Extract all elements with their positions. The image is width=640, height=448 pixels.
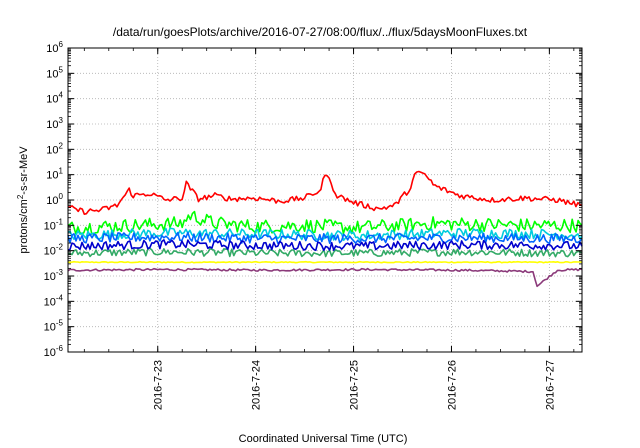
y-tick-base: 10	[44, 322, 56, 334]
y-tick-base: 10	[44, 246, 56, 258]
y-tick-base: 10	[46, 195, 58, 207]
y-tick-label: 10-4	[44, 293, 64, 308]
y-axis-label: protons/cm2-s-sr-MeV	[16, 146, 30, 254]
y-tick-label: 105	[46, 65, 63, 80]
y-tick-base: 10	[44, 347, 56, 359]
series-line	[67, 170, 583, 215]
y-tick-exponent: -6	[56, 344, 64, 353]
y-axis: 10610510410310210110010-110-210-310-410-…	[44, 40, 582, 359]
x-tick-label: 2016-7-25	[349, 360, 361, 410]
y-tick-base: 10	[44, 220, 56, 232]
y-axis-label-rest: -s-sr-MeV	[18, 146, 30, 195]
y-axis-label-base: protons/cm	[18, 199, 30, 253]
series-line	[67, 267, 583, 288]
y-tick-exponent: 0	[59, 192, 64, 201]
series-layer	[67, 170, 583, 288]
y-tick-base: 10	[44, 271, 56, 283]
y-tick-base: 10	[46, 43, 58, 55]
y-axis-label-sup: 2	[16, 194, 25, 199]
series-line	[67, 210, 583, 235]
y-tick-exponent: 1	[59, 167, 64, 176]
y-tick-exponent: 3	[59, 116, 64, 125]
x-tick-label: 2016-7-26	[446, 360, 458, 410]
x-tick-label: 2016-7-24	[251, 360, 263, 410]
y-tick-exponent: 5	[59, 65, 64, 74]
y-tick-base: 10	[46, 144, 58, 156]
x-axis: 2016-7-23 2016-7-24 2016-7-25 2016-7-26 2016…	[83, 48, 575, 410]
y-tick-exponent: -2	[56, 243, 64, 252]
y-tick-label: 101	[46, 167, 63, 182]
series-line	[67, 239, 583, 252]
y-tick-exponent: 2	[59, 141, 64, 150]
y-tick-exponent: -3	[56, 268, 64, 277]
y-tick-label: 10-1	[44, 217, 64, 232]
series-line	[67, 260, 583, 264]
y-tick-exponent: -4	[56, 293, 64, 302]
y-tick-base: 10	[46, 94, 58, 106]
y-tick-base: 10	[46, 119, 58, 131]
y-tick-label: 10-3	[44, 268, 64, 283]
y-tick-label: 102	[46, 141, 63, 156]
y-tick-exponent: 6	[59, 40, 64, 49]
y-tick-base: 10	[46, 170, 58, 182]
x-tick-label: 2016-7-23	[153, 360, 165, 410]
y-tick-base: 10	[44, 296, 56, 308]
y-tick-exponent: -5	[56, 319, 64, 328]
x-tick-label: 2016-7-27	[544, 360, 556, 410]
y-tick-label: 104	[46, 91, 63, 106]
chart-title: /data/run/goesPlots/archive/2016-07-27/0…	[113, 25, 528, 39]
series-line	[67, 247, 583, 258]
y-tick-label: 10-2	[44, 243, 64, 258]
y-tick-label: 10-6	[44, 344, 64, 359]
y-tick-exponent: -1	[56, 217, 64, 226]
y-tick-exponent: 4	[59, 91, 64, 100]
y-tick-label: 103	[46, 116, 63, 131]
x-axis-label: Coordinated Universal Time (UTC)	[239, 433, 408, 445]
series-line	[67, 231, 583, 245]
y-tick-label: 10-5	[44, 319, 64, 334]
y-tick-label: 106	[46, 40, 63, 55]
y-tick-base: 10	[46, 68, 58, 80]
y-tick-label: 100	[46, 192, 63, 207]
